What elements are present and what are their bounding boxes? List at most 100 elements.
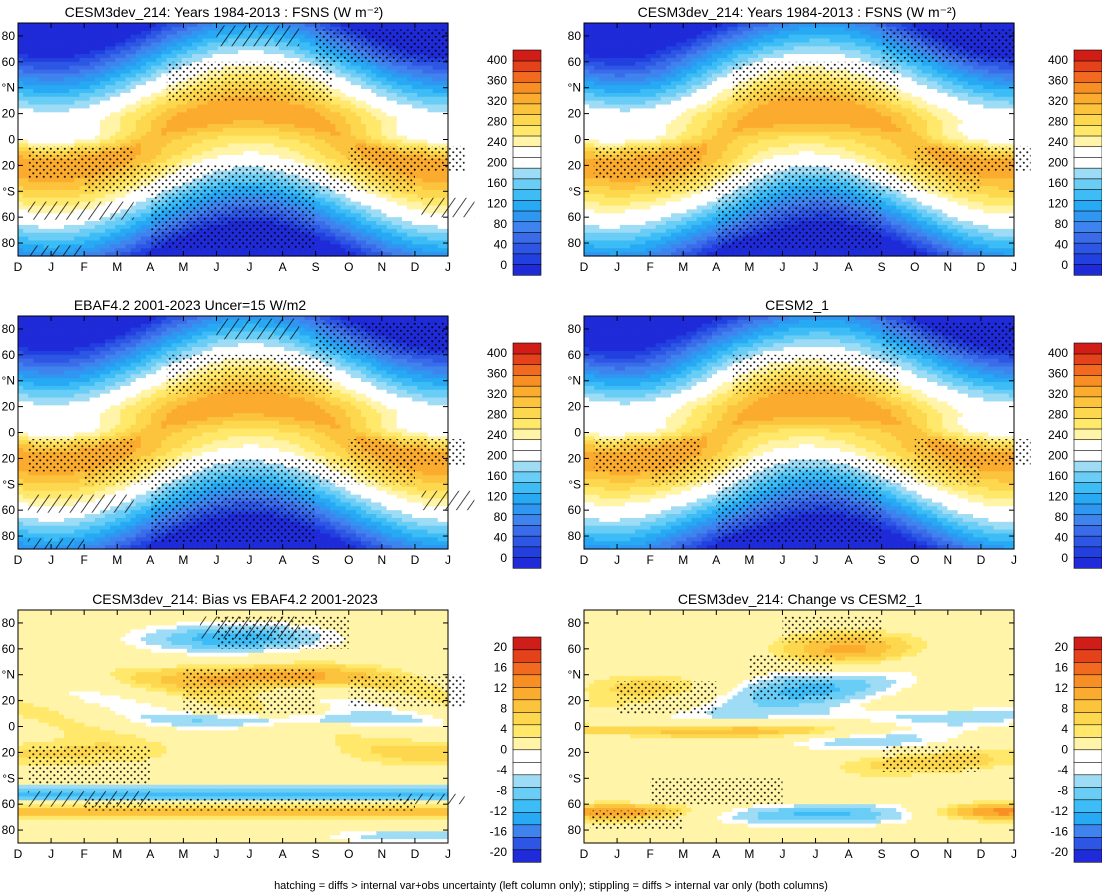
heatmap-cell (18, 186, 24, 190)
heatmap-cell (105, 140, 111, 144)
heatmap-cell (38, 39, 44, 43)
heatmap-cell (79, 240, 85, 244)
heatmap-cell (44, 39, 50, 43)
heatmap-cell (120, 194, 126, 198)
heatmap-cell (28, 136, 34, 140)
heatmap-cell (18, 70, 24, 74)
heatmap-cell (18, 194, 24, 198)
heatmap-cell (33, 81, 39, 85)
heatmap-cell (115, 140, 121, 144)
heatmap-cell (95, 105, 101, 109)
heatmap-cell (69, 73, 75, 77)
heatmap-cell (100, 35, 106, 39)
heatmap-cell (115, 35, 121, 39)
heatmap-cell (64, 225, 70, 229)
heatmap-cell (105, 31, 111, 35)
heatmap-cell (120, 81, 126, 85)
heatmap-cell (38, 225, 44, 229)
heatmap-cell (59, 116, 65, 120)
heatmap-cell (110, 39, 116, 43)
heatmap-cell (95, 50, 101, 54)
heatmap-cell (90, 194, 96, 198)
heatmap-cell (100, 194, 106, 198)
heatmap-cell (105, 39, 111, 43)
heatmap-cell (28, 39, 34, 43)
heatmap-cell (38, 198, 44, 202)
heatmap-cell (54, 73, 60, 77)
heatmap-cell (126, 198, 132, 202)
heatmap-cell (120, 101, 126, 105)
heatmap-cell (23, 54, 29, 58)
heatmap-cell (100, 42, 106, 46)
heatmap-cell (95, 54, 101, 58)
heatmap-cell (23, 178, 29, 182)
heatmap-cell (49, 42, 55, 46)
heatmap-cell (54, 182, 60, 186)
heatmap-cell (18, 46, 24, 50)
heatmap-cell (18, 151, 24, 155)
heatmap-cell (105, 97, 111, 101)
heatmap-cell (38, 136, 44, 140)
heatmap-cell (90, 73, 96, 77)
heatmap-cell (33, 50, 39, 54)
heatmap-cell (79, 46, 85, 50)
heatmap-cell (79, 35, 85, 39)
heatmap-cell (74, 27, 80, 31)
heatmap-cell (44, 182, 50, 186)
heatmap-cell (79, 120, 85, 124)
heatmap-cell (38, 105, 44, 109)
heatmap-cell (23, 112, 29, 116)
heatmap-cell (115, 54, 121, 58)
heatmap-cell (54, 27, 60, 31)
heatmap-cell (131, 229, 137, 233)
heatmap-cell (79, 225, 85, 229)
heatmap-cell (131, 54, 137, 58)
heatmap-cell (33, 54, 39, 58)
heatmap-cell (49, 136, 55, 140)
heatmap-cell (120, 66, 126, 70)
heatmap-cell (90, 221, 96, 225)
heatmap-cell (44, 221, 50, 225)
heatmap-cell (126, 194, 132, 198)
heatmap-cell (131, 23, 137, 27)
heatmap-cell (33, 198, 39, 202)
heatmap-cell (85, 233, 91, 237)
heatmap-cell (110, 31, 116, 35)
heatmap-cell (105, 62, 111, 66)
heatmap-cell (18, 143, 24, 147)
heatmap-cell (131, 221, 137, 225)
heatmap-cell (90, 70, 96, 74)
heatmap-cell (28, 128, 34, 132)
heatmap-cell (95, 194, 101, 198)
heatmap-cell (33, 31, 39, 35)
heatmap-cell (69, 81, 75, 85)
heatmap-cell (95, 237, 101, 241)
heatmap-cell (105, 42, 111, 46)
heatmap-cell (131, 73, 137, 77)
heatmap-cell (49, 101, 55, 105)
heatmap-cell (85, 140, 91, 144)
heatmap-cell (126, 23, 132, 27)
heatmap-cell (115, 120, 121, 124)
heatmap-cell (110, 105, 116, 109)
heatmap-cell (115, 105, 121, 109)
heatmap-cell (85, 244, 91, 248)
heatmap-cell (90, 77, 96, 81)
heatmap-cell (131, 66, 137, 70)
heatmap-cell (90, 42, 96, 46)
heatmap-cell (110, 70, 116, 74)
heatmap-cell (33, 77, 39, 81)
heatmap-cell (23, 81, 29, 85)
heatmap-cell (79, 128, 85, 132)
heatmap-cell (100, 31, 106, 35)
heatmap-cell (64, 62, 70, 66)
heatmap-cell (79, 132, 85, 136)
heatmap-cell (79, 97, 85, 101)
heatmap-cell (28, 62, 34, 66)
heatmap-cell (23, 190, 29, 194)
heatmap-cell (38, 27, 44, 31)
heatmap-cell (33, 73, 39, 77)
heatmap-cell (126, 62, 132, 66)
heatmap-cell (74, 81, 80, 85)
heatmap-cell (44, 120, 50, 124)
